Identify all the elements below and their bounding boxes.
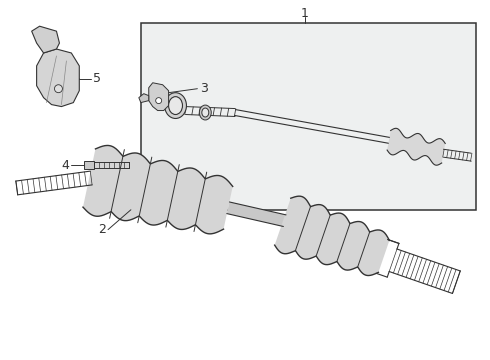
Polygon shape xyxy=(37,49,79,107)
Polygon shape xyxy=(387,128,445,165)
Text: 2: 2 xyxy=(98,223,106,236)
Polygon shape xyxy=(149,83,169,111)
Ellipse shape xyxy=(169,96,182,114)
Polygon shape xyxy=(275,196,390,275)
Text: 5: 5 xyxy=(93,72,101,85)
Polygon shape xyxy=(139,94,149,103)
Polygon shape xyxy=(32,26,59,53)
Polygon shape xyxy=(227,202,286,226)
Ellipse shape xyxy=(165,93,187,118)
Bar xyxy=(84,161,94,169)
Text: 3: 3 xyxy=(200,82,208,95)
Circle shape xyxy=(156,98,162,104)
Polygon shape xyxy=(83,145,233,234)
Text: 1: 1 xyxy=(300,7,309,20)
Ellipse shape xyxy=(202,108,209,117)
Text: 4: 4 xyxy=(61,159,70,172)
Ellipse shape xyxy=(199,105,211,120)
Bar xyxy=(141,23,476,210)
Circle shape xyxy=(54,85,62,93)
